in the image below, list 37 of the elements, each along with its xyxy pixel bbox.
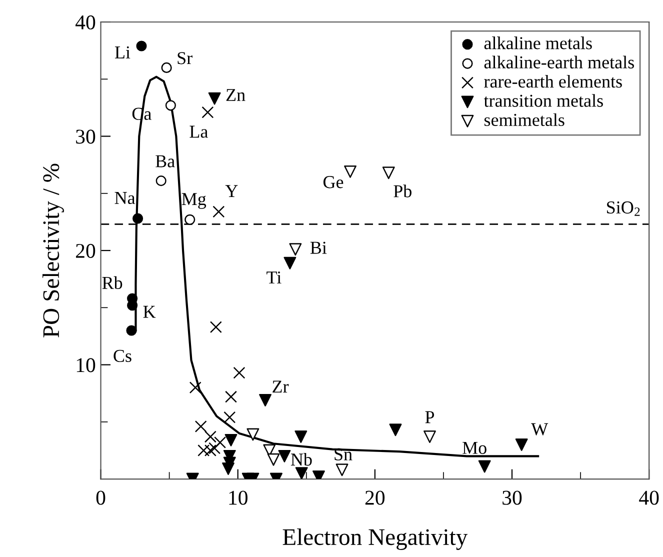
x-tick-label: 40: [639, 490, 659, 505]
annotation: Ge: [323, 176, 344, 188]
legend-label: rare-earth elements: [484, 74, 622, 88]
annotation: K: [143, 306, 156, 318]
x-tick-label: 20: [365, 490, 385, 505]
annotation: Mo: [462, 442, 486, 454]
x-tick-label: 10: [229, 490, 248, 505]
annotation: Y: [225, 185, 238, 198]
legend-label: alkaline-earth metals: [484, 56, 634, 68]
annotation: Mg: [182, 193, 206, 209]
y-tick-label: 20: [76, 244, 96, 258]
annotation: Cs: [114, 350, 132, 362]
legend-label: transition metals: [484, 94, 603, 107]
annotation: W: [531, 423, 548, 436]
annotation: Ba: [156, 155, 175, 168]
annotation: Zn: [226, 89, 246, 101]
x-tick-label: 0: [96, 490, 106, 505]
annotation: Li: [114, 46, 130, 58]
ref-line-label: SiO$_{2}$: [607, 201, 640, 216]
x-axis-title: Electron Negativity: [282, 528, 468, 550]
annotation: Zr: [272, 380, 289, 393]
y-tick-label: 40: [75, 15, 96, 30]
y-tick-label: 10: [76, 358, 96, 372]
annotation: Na: [114, 192, 136, 204]
annotation: Ti: [266, 271, 282, 284]
y-axis-title: PO Selectivity / %: [42, 164, 64, 338]
annotation: Bi: [310, 242, 327, 254]
legend-label: semimetals: [484, 113, 564, 126]
annotation: La: [190, 126, 208, 138]
x-tick-label: 30: [502, 490, 522, 505]
annotation: Pb: [394, 184, 412, 198]
legend-label: alkaline metals: [484, 36, 592, 50]
annotation: Nb: [290, 452, 312, 466]
annotation: Sr: [178, 52, 192, 64]
annotation: Rb: [102, 276, 122, 290]
annotation: P: [425, 411, 434, 424]
y-tick-label: 30: [76, 130, 96, 144]
